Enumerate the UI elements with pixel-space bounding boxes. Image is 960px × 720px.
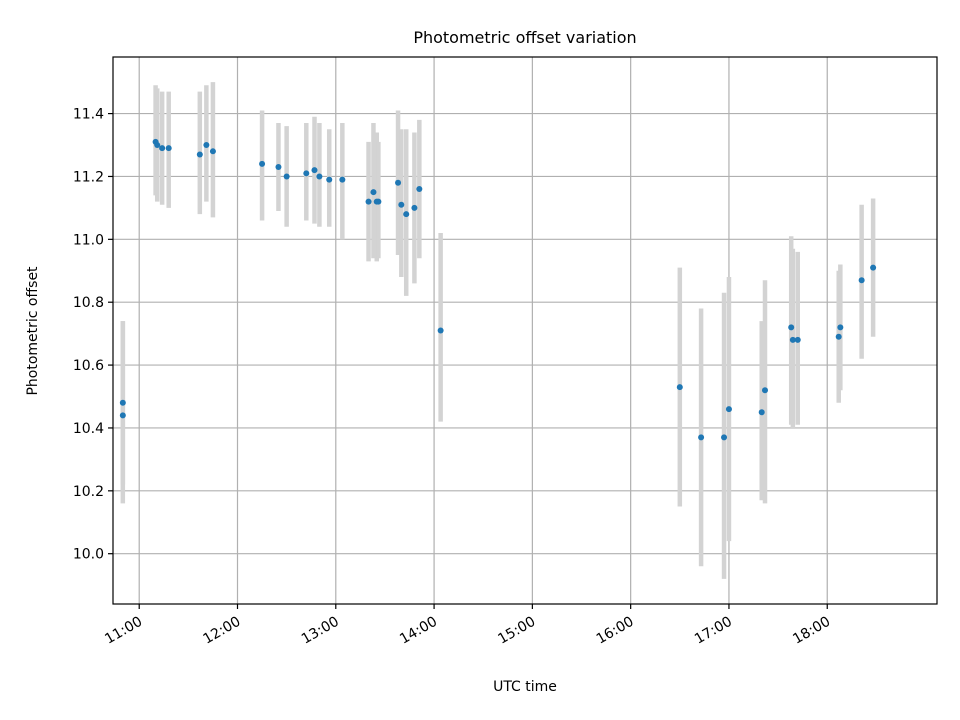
data-point xyxy=(326,176,333,183)
data-point xyxy=(789,336,796,343)
x-axis-ticks: 11:00 12:00 13:00 14:00 15:00 16:00 17:00 18:00 xyxy=(102,604,833,648)
data-point xyxy=(858,277,865,284)
data-point xyxy=(761,387,768,394)
data-point xyxy=(416,186,423,193)
data-point xyxy=(311,167,318,174)
data-point xyxy=(259,160,266,167)
data-point xyxy=(437,327,444,334)
data-points xyxy=(119,138,877,441)
plot-frame xyxy=(112,56,938,605)
data-point xyxy=(375,198,382,205)
data-point xyxy=(395,179,402,186)
data-point xyxy=(365,198,372,205)
x-tick-label: 15:00 xyxy=(495,614,538,648)
x-tick-label: 18:00 xyxy=(790,614,833,648)
x-tick-label: 12:00 xyxy=(201,614,244,648)
data-point xyxy=(283,173,290,180)
y-axis-ticks: 10.0 10.2 10.4 10.6 10.8 11.0 11.2 11.4 xyxy=(73,107,113,563)
data-point xyxy=(159,145,166,152)
data-point xyxy=(154,142,161,149)
chart-title: Photometric offset variation xyxy=(413,28,636,47)
x-tick-label: 14:00 xyxy=(397,614,440,648)
data-point xyxy=(316,173,323,180)
y-tick-label: 10.2 xyxy=(73,484,104,500)
y-tick-label: 10.4 xyxy=(73,421,104,437)
data-point xyxy=(196,151,203,158)
y-tick-label: 10.0 xyxy=(73,547,104,563)
data-point xyxy=(676,384,683,391)
data-point xyxy=(698,434,705,441)
data-point xyxy=(403,211,410,218)
error-bars xyxy=(120,82,876,579)
data-point xyxy=(370,189,377,196)
data-point xyxy=(870,264,877,271)
y-tick-label: 11.2 xyxy=(73,169,104,185)
data-point xyxy=(794,336,801,343)
data-point xyxy=(165,145,172,152)
data-point xyxy=(119,399,126,406)
data-point xyxy=(119,412,126,419)
x-tick-label: 16:00 xyxy=(594,614,637,648)
data-point xyxy=(209,148,216,155)
data-point xyxy=(275,164,282,171)
y-tick-label: 10.6 xyxy=(73,358,104,374)
y-axis-label: Photometric offset xyxy=(25,266,41,396)
x-axis-label: UTC time xyxy=(493,679,557,695)
data-point xyxy=(203,142,210,149)
x-tick-label: 11:00 xyxy=(102,614,145,648)
data-point xyxy=(837,324,844,331)
data-point xyxy=(411,204,418,211)
data-point xyxy=(398,201,405,208)
data-point xyxy=(835,333,842,340)
y-tick-label: 11.4 xyxy=(73,107,104,123)
grid-lines xyxy=(113,57,937,604)
y-tick-label: 11.0 xyxy=(73,232,104,248)
y-tick-label: 10.8 xyxy=(73,295,104,311)
x-tick-label: 17:00 xyxy=(692,614,735,648)
x-tick-label: 13:00 xyxy=(299,614,342,648)
data-point xyxy=(721,434,728,441)
data-point xyxy=(758,409,765,416)
data-point xyxy=(339,176,346,183)
data-point xyxy=(303,170,310,177)
data-point xyxy=(788,324,795,331)
data-point xyxy=(725,406,732,413)
